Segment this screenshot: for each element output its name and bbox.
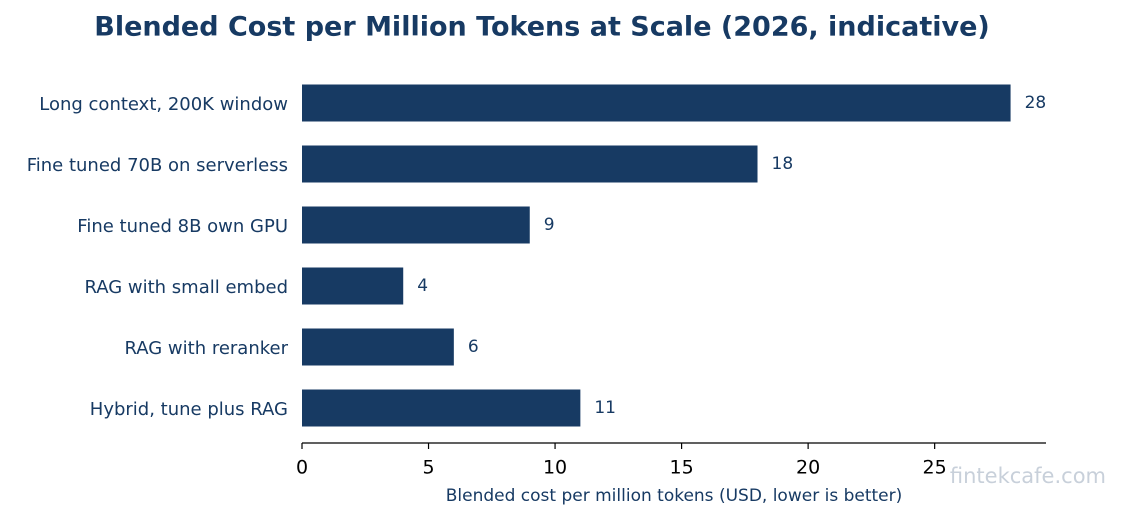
chart-title: Blended Cost per Million Tokens at Scale… (94, 12, 990, 43)
bar (302, 389, 581, 427)
value-label: 4 (417, 276, 428, 296)
bar (302, 328, 454, 366)
y-tick-label: RAG with small embed (84, 277, 288, 298)
value-label: 6 (468, 337, 479, 357)
bar (302, 145, 758, 183)
x-tick-label: 25 (923, 457, 947, 479)
bar (302, 84, 1011, 122)
x-axis-label: Blended cost per million tokens (USD, lo… (446, 486, 903, 506)
y-tick-label: RAG with reranker (124, 338, 288, 359)
y-tick-label: Long context, 200K window (39, 94, 288, 115)
y-tick-label: Fine tuned 70B on serverless (27, 155, 288, 176)
x-tick-label: 20 (796, 457, 820, 479)
bar (302, 206, 530, 244)
x-tick-label: 15 (669, 457, 693, 479)
value-label: 28 (1025, 93, 1047, 113)
x-tick-label: 10 (543, 457, 567, 479)
value-label: 9 (544, 215, 555, 235)
y-tick-label: Fine tuned 8B own GPU (77, 216, 288, 237)
x-tick-label: 0 (296, 457, 308, 479)
watermark: fintekcafe.com (950, 464, 1106, 488)
x-tick-label: 5 (422, 457, 434, 479)
value-label: 18 (772, 154, 794, 174)
y-tick-label: Hybrid, tune plus RAG (90, 399, 288, 420)
value-label: 11 (594, 398, 616, 418)
bar (302, 267, 404, 305)
